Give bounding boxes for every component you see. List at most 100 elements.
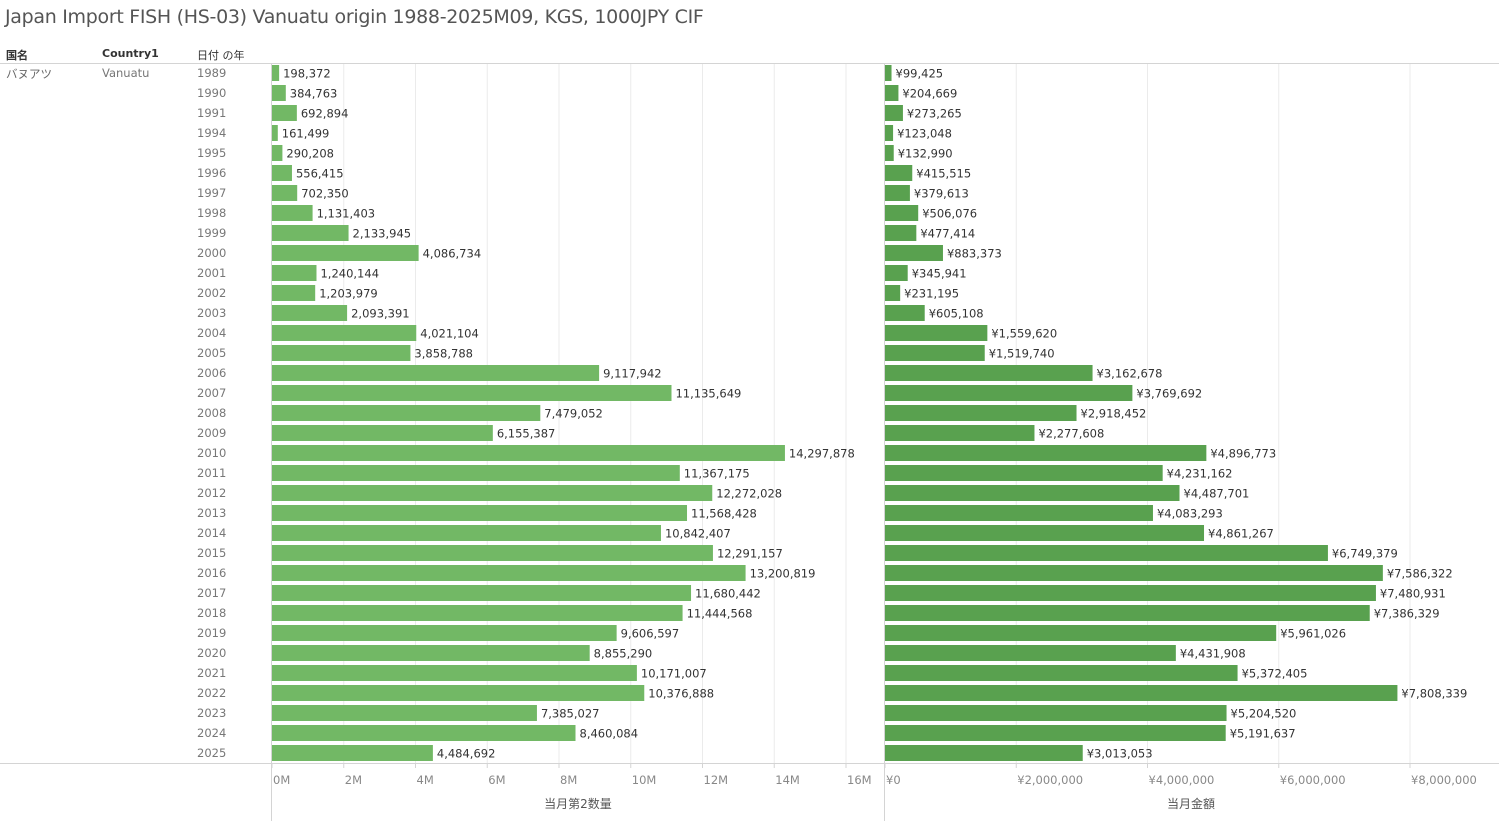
quantity-tick-label: 2M [345, 773, 362, 787]
value-bar [885, 445, 1207, 461]
quantity-data-label: 4,086,734 [423, 247, 482, 261]
value-tick-label: ¥8,000,000 [1411, 773, 1477, 787]
value-data-label: ¥5,372,405 [1242, 667, 1308, 681]
value-bar [885, 645, 1176, 661]
quantity-data-label: 556,415 [296, 167, 344, 181]
quantity-tick-label: 14M [775, 773, 800, 787]
quantity-bar [272, 205, 313, 221]
header-divider [0, 63, 1499, 64]
value-data-label: ¥415,515 [916, 167, 971, 181]
value-bar [885, 725, 1226, 741]
value-data-label: ¥3,162,678 [1097, 367, 1163, 381]
header-country-jp[interactable]: 国名 [6, 49, 28, 62]
value-data-label: ¥5,204,520 [1231, 707, 1297, 721]
quantity-bar [272, 405, 541, 421]
quantity-data-label: 3,858,788 [414, 347, 473, 361]
quantity-data-label: 9,117,942 [603, 367, 662, 381]
quantity-data-label: 2,133,945 [353, 227, 412, 241]
value-bar [885, 705, 1227, 721]
value-bar [885, 405, 1077, 421]
value-data-label: ¥2,918,452 [1081, 407, 1147, 421]
quantity-data-label: 384,763 [290, 87, 338, 101]
value-bar [885, 105, 903, 121]
quantity-data-label: 14,297,878 [789, 447, 855, 461]
year-label: 2020 [197, 646, 227, 660]
axis-divider [0, 763, 1499, 764]
quantity-data-label: 198,372 [283, 67, 331, 81]
quantity-data-label: 692,894 [301, 107, 349, 121]
year-label: 1997 [197, 186, 227, 200]
quantity-bar [272, 645, 590, 661]
quantity-bar [272, 185, 298, 201]
value-bar [885, 205, 919, 221]
quantity-data-label: 10,842,407 [665, 527, 731, 541]
quantity-bar [272, 745, 433, 761]
quantity-data-label: 8,855,290 [594, 647, 653, 661]
value-bar [885, 625, 1277, 641]
quantity-bar [272, 345, 411, 361]
value-bar [885, 345, 985, 361]
quantity-bar [272, 105, 297, 121]
year-label: 2012 [197, 486, 227, 500]
year-label: 2018 [197, 606, 227, 620]
quantity-bar [272, 585, 692, 601]
value-data-label: ¥6,749,379 [1332, 547, 1398, 561]
value-bar [885, 385, 1133, 401]
value-data-label: ¥7,808,339 [1401, 687, 1467, 701]
header-country-en[interactable]: Country1 [102, 47, 159, 60]
year-label: 1995 [197, 146, 227, 160]
value-panel-border [884, 64, 885, 821]
value-data-label: ¥3,013,053 [1087, 747, 1153, 761]
quantity-bar [272, 245, 419, 261]
year-label: 2019 [197, 626, 227, 640]
value-bar [885, 505, 1153, 521]
value-bar [885, 485, 1180, 501]
value-data-label: ¥5,191,637 [1230, 727, 1296, 741]
value-data-label: ¥1,519,740 [989, 347, 1055, 361]
value-data-label: ¥883,373 [947, 247, 1002, 261]
quantity-tick-label: 8M [560, 773, 577, 787]
quantity-data-label: 9,606,597 [621, 627, 680, 641]
value-bar [885, 325, 988, 341]
value-bar [885, 225, 917, 241]
value-tick-label: ¥4,000,000 [1149, 773, 1215, 787]
value-bar [885, 465, 1163, 481]
quantity-bar [272, 285, 316, 301]
row-country-en: Vanuatu [102, 66, 150, 80]
year-label: 2006 [197, 366, 227, 380]
value-tick-label: ¥2,000,000 [1017, 773, 1083, 787]
year-label: 2024 [197, 726, 227, 740]
value-data-label: ¥345,941 [912, 267, 967, 281]
year-label: 2011 [197, 466, 227, 480]
value-data-label: ¥123,048 [897, 127, 952, 141]
quantity-bar [272, 725, 576, 741]
quantity-bar [272, 705, 537, 721]
value-bar [885, 85, 899, 101]
quantity-tick-label: 16M [847, 773, 872, 787]
value-data-label: ¥2,277,608 [1038, 427, 1104, 441]
quantity-tick-label: 4M [417, 773, 434, 787]
quantity-data-label: 10,171,007 [641, 667, 707, 681]
quantity-bar [272, 225, 349, 241]
quantity-bar [272, 365, 600, 381]
year-label: 2022 [197, 686, 227, 700]
quantity-bar [272, 505, 688, 521]
quantity-data-label: 290,208 [286, 147, 334, 161]
year-label: 2010 [197, 446, 227, 460]
quantity-data-label: 11,135,649 [675, 387, 741, 401]
value-bar [885, 545, 1328, 561]
value-data-label: ¥4,896,773 [1210, 447, 1276, 461]
quantity-tick-label: 6M [488, 773, 505, 787]
quantity-data-label: 7,479,052 [544, 407, 603, 421]
value-bar [885, 665, 1238, 681]
quantity-bar [272, 565, 746, 581]
quantity-tick-label: 0M [273, 773, 290, 787]
year-label: 2008 [197, 406, 227, 420]
year-label: 2023 [197, 706, 227, 720]
quantity-bar [272, 685, 645, 701]
quantity-data-label: 11,680,442 [695, 587, 761, 601]
value-data-label: ¥605,108 [929, 307, 984, 321]
header-year[interactable]: 日付 の年 [197, 49, 245, 62]
quantity-data-label: 4,484,692 [437, 747, 496, 761]
